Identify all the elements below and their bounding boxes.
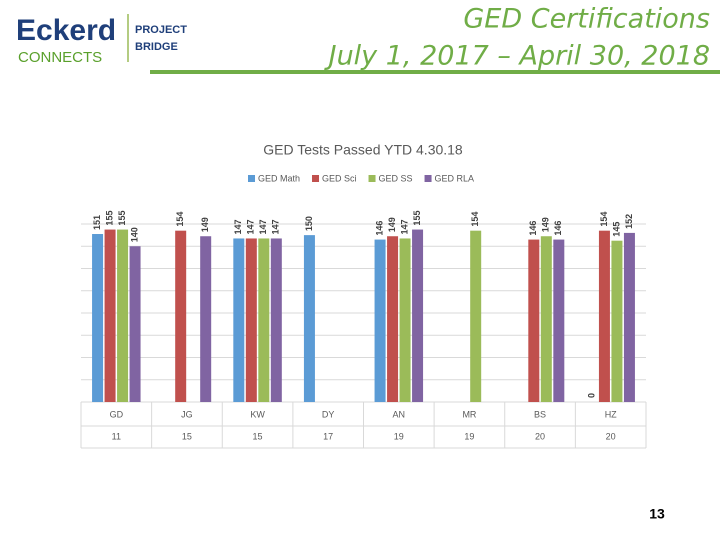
bar (303, 235, 315, 402)
bar (233, 238, 245, 402)
data-label: 149 (200, 217, 210, 232)
bar (528, 239, 540, 402)
data-label: 152 (624, 214, 634, 229)
x-tick-label: GD (110, 409, 124, 419)
x-tick-sublabel: 15 (182, 431, 192, 441)
header-rule (150, 70, 720, 74)
x-tick-label: HZ (605, 409, 617, 419)
legend-label: GED Math (258, 173, 300, 183)
bar (412, 229, 424, 402)
data-label: 155 (412, 211, 422, 226)
x-tick-sublabel: 11 (112, 431, 121, 441)
x-tick-label: DY (322, 409, 335, 419)
data-label: 155 (104, 211, 114, 226)
data-label: 146 (528, 221, 538, 236)
legend-label: GED Sci (322, 173, 357, 183)
x-tick-sublabel: 17 (323, 431, 333, 441)
data-label: 140 (129, 227, 139, 242)
data-label: 154 (599, 212, 609, 227)
data-label: 146 (553, 221, 563, 236)
bar (175, 230, 187, 402)
data-label: 149 (541, 217, 551, 232)
legend-swatch (312, 175, 320, 182)
bar (104, 229, 116, 402)
data-label: 154 (175, 212, 185, 227)
x-tick-sublabel: 20 (606, 431, 616, 441)
x-tick-label: AN (393, 409, 406, 419)
x-tick-sublabel: 19 (464, 431, 474, 441)
bar (611, 240, 623, 402)
data-label: 155 (117, 211, 127, 226)
data-label: 151 (92, 215, 102, 230)
logo-brand: Eckerd (16, 14, 116, 47)
bar (200, 236, 212, 402)
bar (598, 230, 610, 402)
data-label: 149 (387, 217, 397, 232)
data-label: 146 (374, 221, 384, 236)
x-tick-label: MR (462, 409, 476, 419)
slide-title: GED Certifications (463, 4, 710, 35)
x-tick-label: JG (181, 409, 193, 419)
bar (270, 238, 282, 402)
data-label: 147 (271, 219, 281, 234)
data-label: 147 (233, 219, 243, 234)
bar (553, 239, 565, 402)
data-label: 147 (258, 219, 268, 234)
legend-swatch (424, 175, 432, 182)
bar (387, 236, 399, 402)
bar (374, 239, 386, 402)
bar (258, 238, 270, 402)
data-label: 145 (611, 222, 621, 237)
x-tick-label: BS (534, 409, 546, 419)
bar (540, 236, 552, 402)
x-tick-label: KW (250, 409, 265, 419)
bar (117, 229, 129, 402)
legend-swatch (368, 175, 376, 182)
slide-subtitle: July 1, 2017 – April 30, 2018 (324, 41, 710, 72)
bar (129, 246, 141, 402)
legend-label: GED RLA (435, 173, 475, 183)
logo-program: BRIDGE (135, 41, 178, 53)
data-label: 147 (246, 219, 256, 234)
legend-label: GED SS (379, 173, 413, 183)
chart-title: GED Tests Passed YTD 4.30.18 (263, 142, 463, 158)
x-tick-sublabel: 20 (535, 431, 545, 441)
data-label: 0 (586, 393, 596, 398)
x-tick-sublabel: 19 (394, 431, 404, 441)
bar (245, 238, 257, 402)
x-tick-sublabel: 15 (253, 431, 263, 441)
logo-program: PROJECT (135, 24, 187, 36)
page-number: 13 (649, 506, 665, 522)
bar (623, 232, 635, 402)
data-label: 154 (470, 212, 480, 227)
logo-sub: CONNECTS (18, 49, 102, 66)
data-label: 150 (304, 216, 314, 231)
bar (470, 230, 482, 402)
data-label: 147 (399, 219, 409, 234)
legend-swatch (248, 175, 255, 182)
bar (399, 238, 411, 402)
bar (92, 234, 104, 402)
